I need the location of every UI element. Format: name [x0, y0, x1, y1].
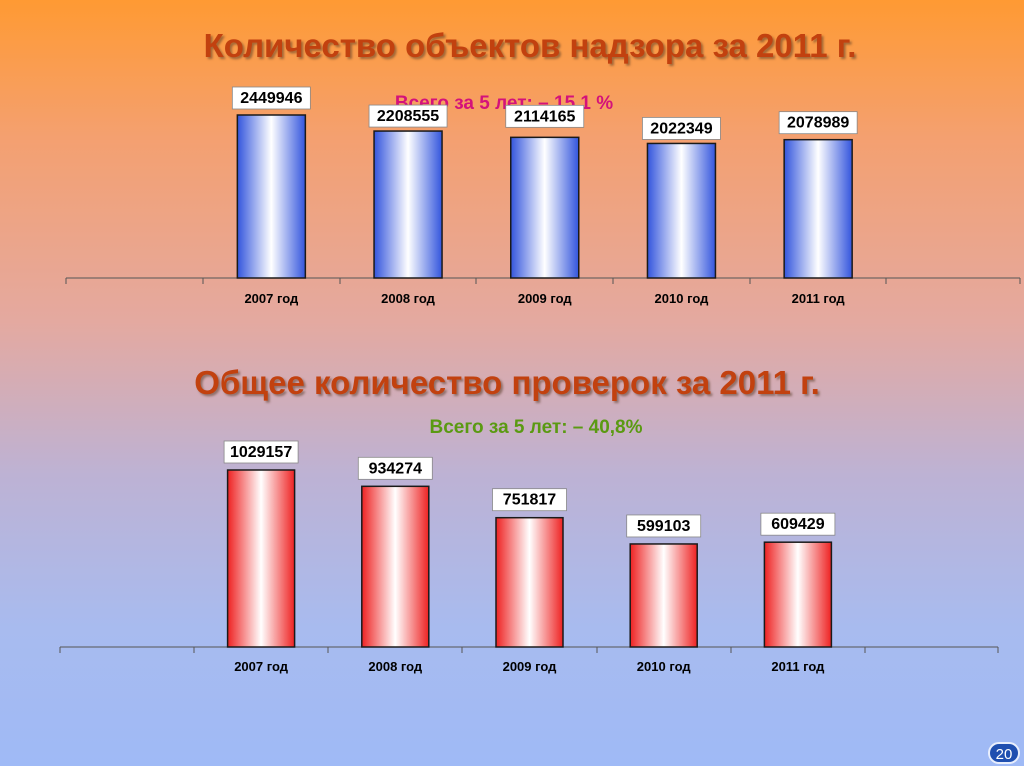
data-label-box	[368, 104, 448, 128]
bar	[226, 469, 296, 648]
bar	[495, 516, 564, 648]
data-label: 934274	[369, 460, 422, 477]
bar	[510, 136, 580, 279]
x-tick-label: 2007 год	[234, 659, 289, 674]
bar	[763, 541, 833, 648]
x-tick-label: 2010 год	[655, 291, 710, 306]
data-label: 609429	[771, 516, 824, 533]
bar	[236, 114, 307, 279]
data-label: 2208555	[377, 108, 439, 125]
data-label-box	[223, 440, 299, 464]
data-label: 2022349	[650, 120, 712, 137]
data-label: 751817	[503, 492, 556, 509]
data-label-box	[231, 86, 311, 110]
chart-title-objects: Количество объектов надзора за 2011 г.	[203, 27, 857, 64]
x-tick-label: 2009 год	[518, 291, 573, 306]
data-label-box	[778, 111, 858, 135]
page-number-badge: 20	[988, 742, 1020, 764]
data-label: 2449946	[240, 90, 302, 107]
x-tick-label: 2007 год	[244, 291, 299, 306]
x-tick-label: 2011 год	[792, 291, 846, 306]
data-label-box	[642, 117, 721, 140]
bar	[646, 142, 717, 279]
x-tick-label: 2009 год	[503, 659, 558, 674]
chart-subtitle-inspections: Всего за 5 лет: – 40,8%	[429, 417, 643, 438]
data-label: 2078989	[787, 115, 849, 132]
data-label-box	[505, 104, 585, 128]
bar	[373, 130, 443, 279]
x-tick-label: 2008 год	[368, 659, 423, 674]
bar	[629, 543, 698, 648]
bar-chart-objects: 2449946 2007 год 2208555 2008 год 2114165 200…	[65, 86, 1021, 306]
chart-title-inspections: Общее количество проверок за 2011 г.	[194, 364, 820, 401]
bar	[361, 485, 430, 648]
data-label: 1029157	[230, 444, 292, 461]
x-tick-label: 2010 год	[637, 659, 692, 674]
data-label-box	[760, 512, 836, 536]
data-label: 599103	[637, 518, 690, 535]
bar-chart-inspections: 1029157 2007 год 934274 2008 год 751817 2009 …	[59, 440, 999, 674]
data-label-box	[357, 456, 433, 480]
data-label-box	[626, 514, 702, 538]
x-tick-label: 2008 год	[381, 291, 436, 306]
data-label: 2114165	[514, 108, 576, 125]
data-label-box	[492, 488, 567, 512]
x-tick-label: 2011 год	[771, 659, 825, 674]
bar	[783, 138, 853, 279]
